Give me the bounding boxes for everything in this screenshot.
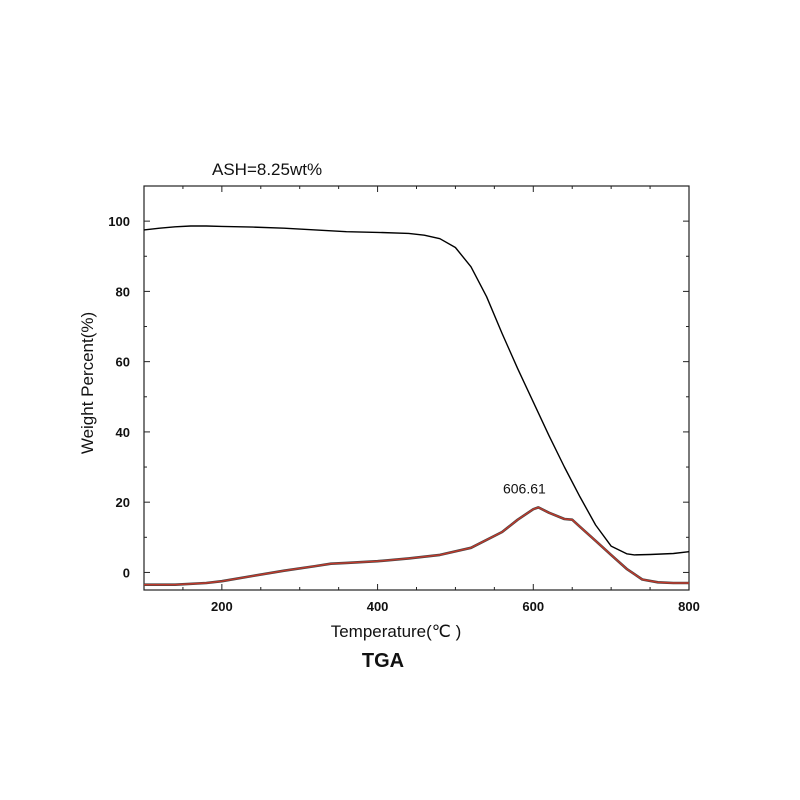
y-tick-label: 60: [116, 355, 130, 370]
x-tick-label: 200: [211, 599, 233, 614]
plot-frame: [143, 185, 690, 591]
x-tick-label: 800: [678, 599, 700, 614]
y-tick-label: 100: [108, 214, 130, 229]
chart-caption: TGA: [362, 650, 404, 672]
y-tick-label: 20: [116, 495, 130, 510]
y-axis-title: Weight Percent(%): [78, 312, 97, 454]
y-tick-label: 40: [116, 425, 130, 440]
axis-tick-labels: 200 400 600 800 0 20 40 60 80 100: [108, 214, 700, 614]
x-axis-title: Temperature(℃ ): [331, 622, 462, 641]
derivative-curve: [144, 506, 689, 586]
series-layer: [143, 225, 690, 586]
y-tick-label: 80: [116, 284, 130, 299]
peak-annotation: 606.61: [503, 480, 546, 496]
x-tick-label: 400: [367, 599, 389, 614]
derivative-curve-edge: [144, 506, 689, 586]
y-tick-label: 0: [123, 565, 130, 580]
ash-label: ASH=8.25wt%: [212, 160, 322, 179]
x-tick-label: 600: [522, 599, 544, 614]
weight-curve: [143, 225, 690, 556]
axis-ticks: [143, 185, 690, 590]
